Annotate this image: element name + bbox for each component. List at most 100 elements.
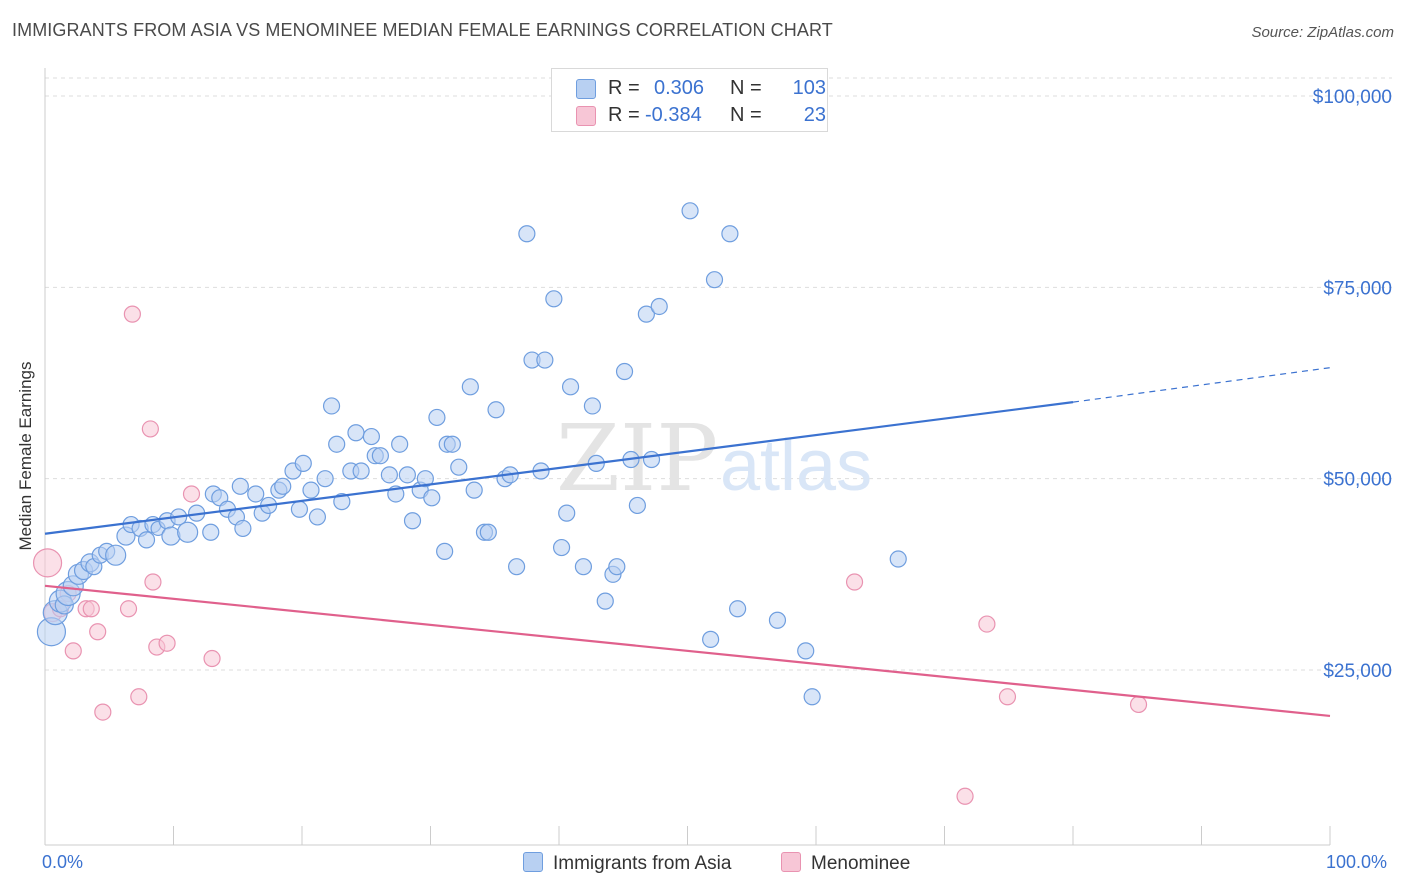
trend-lines [44, 367, 1331, 718]
legend-swatch-blue [576, 79, 596, 99]
asia-point [105, 544, 127, 566]
asia-point [518, 225, 536, 243]
asia-point [231, 477, 249, 495]
asia-point [536, 351, 554, 369]
asia-point [316, 470, 334, 488]
menominee-point [119, 600, 138, 618]
asia-point [274, 477, 292, 495]
asia-point [398, 466, 416, 484]
y-tick-label: $100,000 [1313, 87, 1392, 108]
asia-point [137, 531, 156, 549]
asia-trend-line [44, 401, 1074, 535]
watermark-atlas: atlas [720, 426, 872, 506]
asia-point [558, 504, 576, 522]
asia-point [362, 427, 380, 446]
asia-point [161, 526, 181, 546]
chart-title: IMMIGRANTS FROM ASIA VS MENOMINEE MEDIAN… [12, 20, 833, 40]
asia-point [371, 447, 389, 465]
menominee-point [203, 649, 221, 668]
legend-r-value: 0.306 [654, 77, 705, 99]
asia-point [423, 489, 441, 507]
asia-point [583, 397, 602, 415]
asia-point [347, 424, 365, 442]
y-axis-label: Median Female Earnings [16, 361, 35, 551]
bottom-legend-label-asia: Immigrants from Asia [553, 853, 732, 874]
menominee-points [32, 305, 1148, 805]
menominee-point [89, 623, 107, 641]
y-tick-label: $75,000 [1323, 278, 1392, 299]
asia-point [352, 462, 370, 480]
asia-point [380, 466, 398, 484]
asia-point [479, 523, 497, 541]
bottom-legend-asia: Immigrants from Asia [523, 852, 731, 875]
x-tick-min: 0.0% [42, 852, 84, 872]
asia-point [391, 435, 409, 453]
legend-n-label: N = [730, 104, 762, 126]
asia-point [302, 481, 320, 499]
asia-point [416, 470, 434, 488]
asia-point [615, 362, 634, 381]
menominee-point [123, 305, 141, 323]
x-tick-max: 100.0% [1326, 852, 1388, 872]
y-tick-label: $50,000 [1323, 470, 1392, 491]
asia-point [308, 508, 327, 526]
menominee-point [998, 688, 1017, 706]
asia-point [465, 481, 483, 499]
legend-n-value: 103 [792, 77, 826, 99]
asia-point [608, 558, 626, 576]
menominee-point [978, 615, 996, 633]
asia-point [596, 592, 614, 610]
menominee-trend-line [44, 584, 1331, 718]
asia-point [443, 435, 461, 453]
asia-point [177, 521, 199, 543]
asia-point [803, 688, 821, 706]
asia-point [561, 378, 580, 396]
asia-point [574, 558, 593, 576]
gridlines [45, 77, 1392, 671]
legend-r-label: R = [608, 104, 640, 126]
menominee-point [158, 634, 176, 652]
bottom-legend-swatch-blue [523, 852, 543, 872]
menominee-point [64, 642, 82, 660]
asia-point [642, 450, 661, 469]
menominee-point [956, 787, 974, 805]
asia-point [461, 378, 479, 396]
asia-point [487, 401, 505, 419]
asia-point [436, 542, 454, 560]
asia-point [333, 493, 351, 511]
asia-point [628, 496, 646, 515]
asia-point [729, 600, 747, 618]
menominee-point [82, 600, 100, 618]
asia-point [721, 225, 739, 243]
y-tick-label: $25,000 [1323, 661, 1392, 682]
stats-legend: R = 0.306 N = 103 R = -0.384 N = 23 [551, 68, 828, 132]
asia-point [247, 485, 265, 503]
asia-point [290, 500, 309, 518]
asia-point [681, 202, 699, 220]
asia-point [889, 550, 907, 568]
asia-point [234, 519, 252, 538]
legend-n-label: N = [730, 77, 762, 99]
menominee-point [32, 548, 63, 578]
asia-point [702, 630, 720, 648]
asia-points [36, 202, 907, 706]
menominee-point [1129, 695, 1148, 714]
asia-trend-extension [1072, 367, 1331, 403]
legend-n-value: 23 [803, 104, 826, 126]
legend-r-value: -0.384 [645, 104, 702, 126]
axes [44, 68, 1331, 846]
bottom-legend-menominee: Menominee [781, 852, 910, 875]
asia-point [768, 611, 787, 629]
asia-point [403, 512, 422, 530]
legend-r-label: R = [608, 77, 640, 99]
legend-swatch-pink [576, 106, 596, 126]
asia-point [552, 538, 571, 557]
asia-point [797, 642, 815, 660]
bottom-legend-label-menominee: Menominee [811, 853, 911, 874]
menominee-point [141, 420, 159, 438]
menominee-point [94, 703, 112, 721]
asia-point [322, 397, 341, 415]
asia-point [328, 435, 346, 453]
asia-point [450, 458, 468, 476]
